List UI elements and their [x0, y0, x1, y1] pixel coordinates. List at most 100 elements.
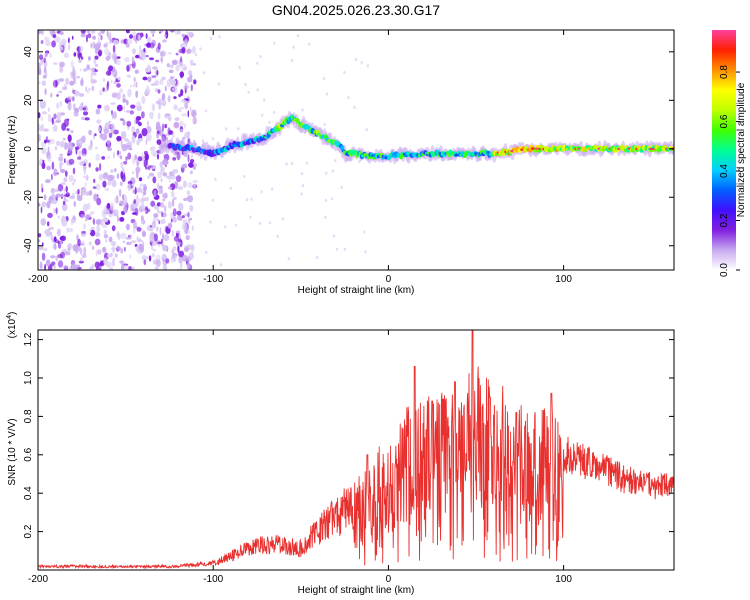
noise-blob [95, 108, 101, 115]
noise-blob [173, 235, 179, 242]
noise-blob [270, 187, 274, 191]
noise-blob [135, 54, 140, 59]
noise-blob [191, 225, 194, 231]
noise-blob [155, 59, 160, 63]
noise-blob [152, 176, 157, 184]
noise-blob [62, 200, 66, 206]
noise-blob [191, 154, 193, 159]
noise-blob [164, 34, 167, 38]
noise-blob [181, 164, 188, 169]
noise-blob [64, 196, 66, 201]
noise-blob [182, 219, 188, 224]
noise-blob [114, 209, 119, 217]
noise-blob [51, 117, 54, 125]
noise-blob [156, 226, 159, 232]
noise-blob [179, 128, 184, 133]
noise-blob [189, 204, 194, 212]
noise-blob [146, 36, 152, 44]
noise-blob [95, 249, 98, 257]
noise-blob [139, 183, 145, 187]
noise-blob [160, 167, 166, 171]
snr-scale-base: (x10 [7, 318, 18, 338]
noise-blob [116, 56, 121, 59]
noise-blob [110, 252, 113, 258]
noise-blob [51, 161, 55, 170]
noise-blob [63, 52, 70, 59]
snr-x-tick-label: -100 [203, 574, 223, 585]
noise-blob [44, 139, 47, 144]
noise-blob [73, 77, 76, 85]
noise-blob [38, 126, 44, 132]
noise-blob [100, 218, 104, 226]
noise-blob [94, 55, 99, 60]
noise-blob [53, 188, 60, 193]
noise-blob [130, 203, 132, 212]
noise-blob [111, 92, 118, 98]
noise-blob [149, 234, 155, 243]
noise-blob [63, 158, 66, 163]
noise-blob [67, 134, 72, 143]
noise-blob [167, 186, 173, 190]
noise-blob [173, 121, 180, 129]
noise-blob [243, 174, 246, 178]
noise-blob [184, 213, 189, 217]
colorbar-tick-label: 0.6 [719, 114, 730, 128]
noise-blob [184, 123, 187, 129]
noise-blob [97, 37, 100, 41]
noise-blob [140, 197, 145, 204]
noise-blob [86, 30, 91, 34]
noise-blob [179, 261, 183, 270]
noise-blob [75, 191, 78, 194]
colorbar-tick-label: 0.2 [719, 213, 730, 227]
noise-blob [148, 172, 155, 177]
snr-x-tick-label: 0 [386, 574, 392, 585]
noise-blob [183, 85, 189, 90]
noise-blob [44, 264, 47, 270]
noise-blob [56, 228, 61, 237]
band-core [340, 145, 345, 151]
noise-blob [157, 210, 162, 214]
noise-blob [38, 54, 44, 60]
noise-blob [157, 171, 163, 179]
noise-blob [146, 225, 153, 232]
noise-blob [154, 266, 159, 270]
noise-blob [46, 140, 50, 143]
noise-blob [131, 125, 136, 134]
noise-blob [53, 168, 58, 177]
noise-blob [72, 167, 76, 175]
noise-blob [61, 203, 68, 212]
noise-blob [65, 77, 69, 85]
noise-blob [99, 89, 104, 96]
noise-blob [161, 57, 163, 64]
noise-blob [162, 264, 168, 270]
noise-blob [43, 247, 48, 252]
noise-blob [111, 52, 117, 61]
noise-blob [78, 59, 82, 63]
snr-y-tick-label: 1.2 [23, 332, 34, 346]
noise-blob [68, 228, 74, 233]
noise-blob [290, 161, 294, 166]
noise-blob [91, 85, 95, 91]
noise-blob [51, 199, 58, 205]
noise-blob [134, 116, 137, 125]
noise-blob [48, 114, 51, 118]
noise-blob [179, 120, 184, 127]
noise-blob [91, 245, 95, 250]
noise-blob [244, 82, 247, 87]
noise-blob [41, 252, 46, 261]
noise-blob [176, 210, 182, 216]
noise-blob [82, 153, 86, 157]
noise-blob [119, 118, 124, 121]
noise-blob [160, 178, 163, 183]
noise-blob [152, 34, 154, 37]
noise-blob [56, 102, 60, 110]
noise-blob [138, 177, 143, 182]
noise-blob [60, 235, 66, 242]
noise-blob [120, 248, 124, 254]
noise-blob [83, 68, 88, 72]
noise-blob [122, 98, 127, 103]
noise-blob [364, 250, 367, 254]
noise-blob [38, 239, 41, 243]
noise-blob [150, 30, 156, 35]
snr-scale-close: ) [7, 312, 18, 315]
